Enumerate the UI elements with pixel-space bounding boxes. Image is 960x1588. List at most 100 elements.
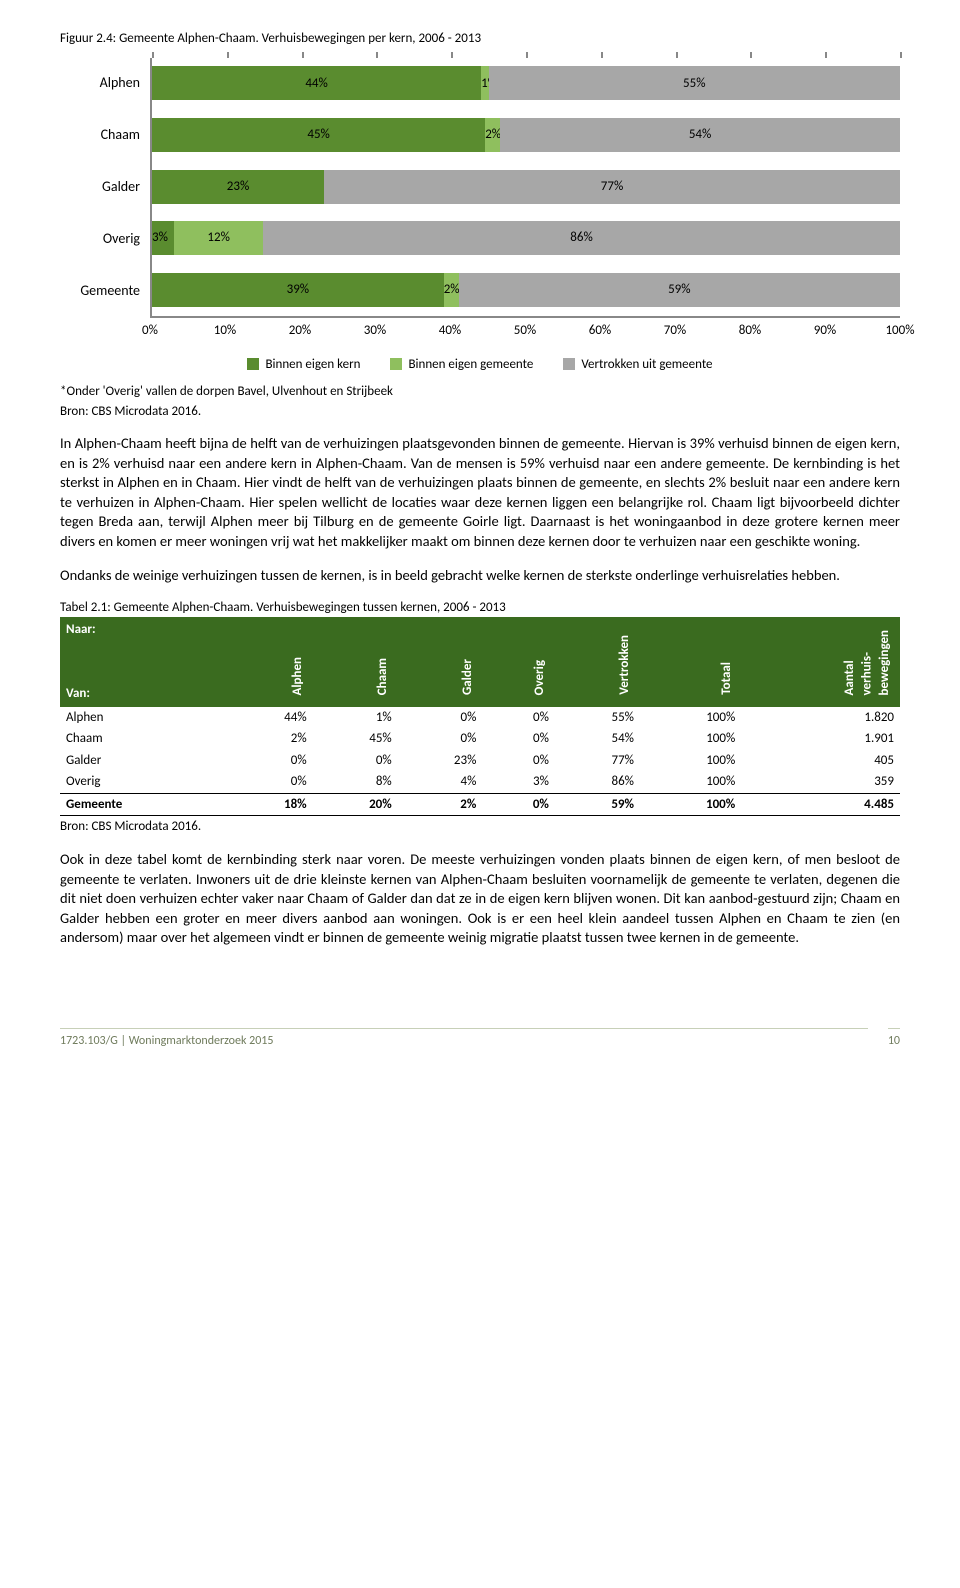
legend-swatch bbox=[563, 358, 575, 370]
paragraph-2: Ondanks de weinige verhuizingen tussen d… bbox=[60, 566, 900, 586]
table-cell: 100% bbox=[640, 707, 741, 729]
chart-bar-segment: 77% bbox=[324, 170, 900, 204]
table-column-header: Totaal bbox=[640, 617, 741, 707]
chart-bar-segment: 45% bbox=[152, 118, 485, 152]
legend-label: Binnen eigen kern bbox=[265, 356, 360, 374]
table-row-label: Overig bbox=[60, 771, 228, 793]
table-header-row: Naar: Van: AlphenChaamGalderOverigVertro… bbox=[60, 617, 900, 707]
table-cell: 4% bbox=[398, 771, 483, 793]
table-corner-cell: Naar: Van: bbox=[60, 617, 228, 707]
chart-x-tick-label: 40% bbox=[439, 322, 461, 340]
chart-y-axis-labels: AlphenChaamGalderOverigGemeente bbox=[60, 58, 150, 318]
chart-bar-segment: 23% bbox=[152, 170, 324, 204]
chart-x-tick-label: 50% bbox=[514, 322, 536, 340]
chart-category-label: Gemeente bbox=[60, 275, 150, 309]
legend-item: Binnen eigen gemeente bbox=[390, 356, 533, 374]
table-body: Alphen44%1%0%0%55%100%1.820Chaam2%45%0%0… bbox=[60, 707, 900, 816]
table-title: Tabel 2.1: Gemeente Alphen-Chaam. Verhui… bbox=[60, 599, 900, 617]
chart-x-axis: 0%10%20%30%40%50%60%70%80%90%100% bbox=[150, 322, 900, 340]
table-cell: 8% bbox=[313, 771, 398, 793]
table-row: Overig0%8%4%3%86%100%359 bbox=[60, 771, 900, 793]
chart-x-tick-label: 10% bbox=[214, 322, 236, 340]
table-cell: 54% bbox=[555, 728, 640, 750]
table-column-header: Aantalverhuis-bewegingen bbox=[741, 617, 900, 707]
chart-x-tick-label: 20% bbox=[289, 322, 311, 340]
table-cell: 77% bbox=[555, 750, 640, 772]
table-cell: 100% bbox=[640, 793, 741, 816]
chart-bar-segment: 1% bbox=[481, 66, 488, 100]
table-cell: 100% bbox=[640, 728, 741, 750]
legend-swatch bbox=[390, 358, 402, 370]
table-cell: 4.485 bbox=[741, 793, 900, 816]
table-row: Galder0%0%23%0%77%100%405 bbox=[60, 750, 900, 772]
figure-title: Figuur 2.4: Gemeente Alphen-Chaam. Verhu… bbox=[60, 30, 900, 48]
table-cell: 44% bbox=[228, 707, 313, 729]
table-cell: 0% bbox=[482, 793, 555, 816]
table-cell: 20% bbox=[313, 793, 398, 816]
legend-label: Vertrokken uit gemeente bbox=[581, 356, 712, 374]
table-column-header: Chaam bbox=[313, 617, 398, 707]
table-row-label: Alphen bbox=[60, 707, 228, 729]
table-cell: 100% bbox=[640, 750, 741, 772]
chart-bar-row: 44%1%55% bbox=[152, 66, 900, 100]
table-cell: 18% bbox=[228, 793, 313, 816]
table-column-header: Overig bbox=[482, 617, 555, 707]
chart-x-tick-label: 80% bbox=[739, 322, 761, 340]
chart-x-tick-label: 0% bbox=[142, 322, 158, 340]
table-total-row: Gemeente18%20%2%0%59%100%4.485 bbox=[60, 793, 900, 816]
legend-label: Binnen eigen gemeente bbox=[408, 356, 533, 374]
table-corner-bottom: Van: bbox=[66, 685, 90, 703]
chart-bar-row: 39%2%59% bbox=[152, 273, 900, 307]
chart-x-tick-label: 60% bbox=[589, 322, 611, 340]
table-cell: 23% bbox=[398, 750, 483, 772]
table-column-header: Alphen bbox=[228, 617, 313, 707]
table-source: Bron: CBS Microdata 2016. bbox=[60, 818, 900, 836]
chart-bar-segment: 2% bbox=[485, 118, 500, 152]
table-cell: 1.820 bbox=[741, 707, 900, 729]
table-cell: 55% bbox=[555, 707, 640, 729]
chart-bar-segment: 3% bbox=[152, 221, 174, 255]
chart-category-label: Alphen bbox=[60, 67, 150, 101]
chart-bar-segment: 2% bbox=[444, 273, 459, 307]
chart-x-tick-label: 90% bbox=[814, 322, 836, 340]
chart-bar-segment: 44% bbox=[152, 66, 481, 100]
chart-bar-segment: 39% bbox=[152, 273, 444, 307]
table-total-label: Gemeente bbox=[60, 793, 228, 816]
chart-plot-area: 44%1%55%45%2%54%23%0%77%3%12%86%39%2%59% bbox=[150, 58, 900, 318]
table-cell: 0% bbox=[313, 750, 398, 772]
chart-footnote: *Onder 'Overig' vallen de dorpen Bavel, … bbox=[60, 383, 900, 401]
table-corner-top: Naar: bbox=[66, 622, 96, 637]
table-cell: 1% bbox=[313, 707, 398, 729]
table-cell: 86% bbox=[555, 771, 640, 793]
table-column-header: Vertrokken bbox=[555, 617, 640, 707]
movements-table: Naar: Van: AlphenChaamGalderOverigVertro… bbox=[60, 617, 900, 817]
table-cell: 100% bbox=[640, 771, 741, 793]
chart-bar-segment: 55% bbox=[489, 66, 900, 100]
table-cell: 0% bbox=[482, 728, 555, 750]
chart-x-tick-label: 70% bbox=[664, 322, 686, 340]
chart-x-tick-label: 100% bbox=[885, 322, 914, 340]
table-cell: 2% bbox=[398, 793, 483, 816]
table-cell: 3% bbox=[482, 771, 555, 793]
table-column-header: Galder bbox=[398, 617, 483, 707]
table-cell: 0% bbox=[482, 707, 555, 729]
paragraph-1: In Alphen-Chaam heeft bijna de helft van… bbox=[60, 434, 900, 551]
chart-bar-segment: 12% bbox=[174, 221, 263, 255]
chart-bar-segment: 54% bbox=[500, 118, 900, 152]
chart-bar-row: 45%2%54% bbox=[152, 118, 900, 152]
table-cell: 0% bbox=[398, 707, 483, 729]
table-cell: 59% bbox=[555, 793, 640, 816]
footer-page-number: 10 bbox=[888, 1028, 900, 1049]
table-row-label: Chaam bbox=[60, 728, 228, 750]
table-row: Chaam2%45%0%0%54%100%1.901 bbox=[60, 728, 900, 750]
chart-source: Bron: CBS Microdata 2016. bbox=[60, 403, 900, 421]
chart-bar-segment: 86% bbox=[263, 221, 900, 255]
table-cell: 359 bbox=[741, 771, 900, 793]
table-row-label: Galder bbox=[60, 750, 228, 772]
chart-category-label: Galder bbox=[60, 171, 150, 205]
chart-bar-segment: 59% bbox=[459, 273, 900, 307]
table-cell: 1.901 bbox=[741, 728, 900, 750]
chart-bar-row: 3%12%86% bbox=[152, 221, 900, 255]
paragraph-3: Ook in deze tabel komt de kernbinding st… bbox=[60, 850, 900, 948]
chart-bar-row: 23%0%77% bbox=[152, 170, 900, 204]
